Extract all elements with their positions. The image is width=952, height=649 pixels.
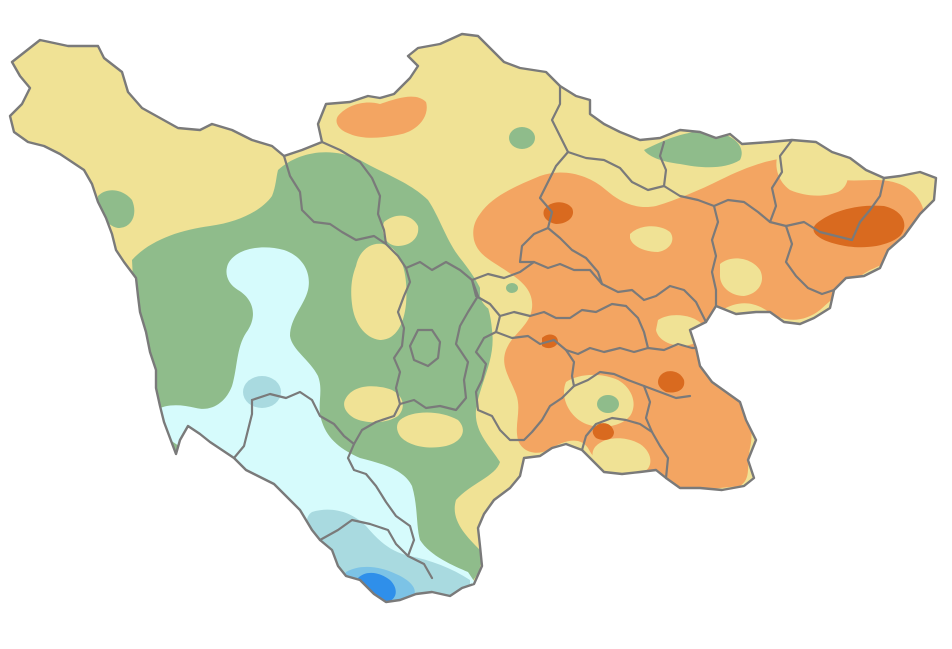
yellow-island-east-4 bbox=[720, 258, 763, 296]
yellow-island-1 bbox=[382, 215, 419, 246]
border-line-12 bbox=[768, 138, 794, 224]
border-line-23 bbox=[624, 304, 650, 350]
cyan-region-southwest bbox=[156, 247, 480, 602]
border-line-3 bbox=[408, 328, 442, 368]
light-blue-spot bbox=[243, 376, 281, 408]
border-line-20 bbox=[560, 370, 692, 400]
border-line-21 bbox=[564, 348, 576, 388]
border-line-24 bbox=[580, 416, 654, 452]
dark-orange-hotspot-3 bbox=[658, 371, 685, 393]
border-line-14 bbox=[784, 224, 836, 296]
border-line-13 bbox=[850, 176, 886, 242]
border-line-8 bbox=[470, 260, 708, 324]
province-outline bbox=[8, 32, 938, 604]
yellow-island-2 bbox=[351, 243, 407, 340]
border-line-9 bbox=[518, 84, 570, 264]
prefecture-borders bbox=[232, 84, 886, 580]
green-spot-east-1 bbox=[597, 395, 619, 413]
border-line-16 bbox=[546, 226, 604, 286]
yellow-island-east-6 bbox=[630, 226, 673, 252]
border-line-4 bbox=[320, 140, 388, 246]
yellow-island-east-5 bbox=[592, 438, 651, 476]
border-line-6 bbox=[232, 398, 254, 460]
dark-orange-hotspot-4 bbox=[592, 423, 614, 440]
green-spot-north bbox=[509, 127, 535, 149]
yellow-island-4 bbox=[397, 412, 463, 448]
yellow-island-3 bbox=[344, 386, 403, 423]
border-line-18 bbox=[498, 302, 628, 320]
green-region-northeast bbox=[644, 131, 742, 168]
border-line-2 bbox=[392, 266, 412, 406]
border-line-11 bbox=[658, 140, 668, 188]
border-line-19 bbox=[494, 330, 698, 356]
border-line-15 bbox=[710, 204, 720, 308]
border-line-5 bbox=[250, 390, 434, 580]
orange-region-north bbox=[336, 96, 427, 138]
border-line-7 bbox=[318, 518, 410, 558]
yellow-strip-east bbox=[776, 148, 848, 196]
green-spot-east-2 bbox=[506, 283, 518, 293]
